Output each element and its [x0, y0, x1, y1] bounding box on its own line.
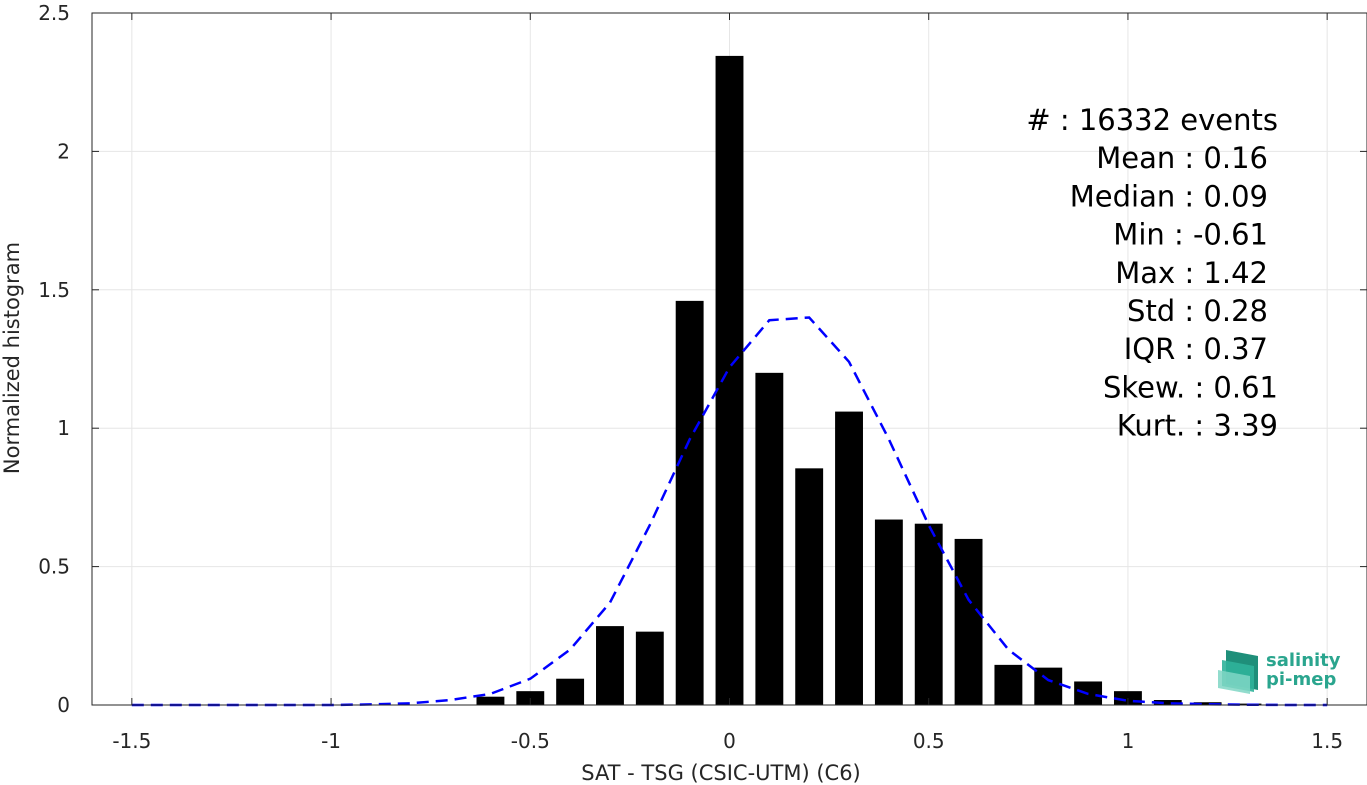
stat-line: Mean : 0.16 [1096, 141, 1268, 175]
y-axis-ticks: 0 0.5 1 1.5 2 2.5 [38, 1, 1367, 717]
y-axis-label: Normalized histogram [0, 242, 24, 474]
histogram-bar [954, 538, 983, 705]
x-tick-label: 1.5 [1311, 729, 1343, 753]
stat-line: Std : 0.28 [1127, 294, 1268, 328]
stat-line: Max : 1.42 [1115, 256, 1268, 290]
histogram-bar [1034, 667, 1063, 705]
histogram-bar [596, 626, 624, 705]
y-tick-label: 0.5 [38, 555, 70, 579]
histogram-bar [994, 664, 1023, 705]
stat-line: Median : 0.09 [1070, 179, 1268, 213]
y-tick-label: 2 [57, 139, 70, 163]
x-tick-label: -1 [321, 729, 341, 753]
histogram-bars [476, 55, 1262, 706]
histogram-bar [675, 300, 704, 705]
stat-line: Min : -0.61 [1113, 218, 1268, 252]
logo-text-line1: salinity [1266, 650, 1341, 671]
stat-line: Skew. : 0.61 [1103, 370, 1278, 404]
salinity-pimep-logo: salinity pi-mep [1218, 650, 1341, 694]
wave-logo-icon [1218, 650, 1258, 694]
y-tick-label: 1 [57, 416, 70, 440]
histogram-bar [715, 55, 744, 706]
x-tick-label: 0 [723, 729, 736, 753]
y-tick-label: 1.5 [38, 278, 70, 302]
histogram-bar [476, 696, 505, 705]
histogram-bar [1193, 702, 1222, 705]
histogram-bar [835, 411, 863, 705]
x-tick-label: 1 [1122, 729, 1135, 753]
y-tick-label: 2.5 [38, 1, 70, 25]
histogram-bar [635, 631, 664, 705]
x-tick-label: -0.5 [511, 729, 550, 753]
histogram-bar [795, 468, 824, 705]
statistics-box: # : 16332 events Mean : 0.16 Median : 0.09… [1026, 103, 1278, 443]
histogram-bar [914, 523, 943, 705]
stat-line: # : 16332 events [1026, 103, 1278, 137]
histogram-bar [556, 678, 585, 705]
stat-line: IQR : 0.37 [1124, 332, 1268, 366]
logo-text-line2: pi-mep [1266, 669, 1336, 690]
histogram-bar [1153, 700, 1182, 705]
histogram-bar [755, 372, 784, 705]
x-axis-label: SAT - TSG (CSIC-UTM) (C6) [581, 761, 861, 785]
histogram-bar [874, 519, 903, 705]
stat-line: Kurt. : 3.39 [1117, 409, 1278, 443]
x-axis-ticks: -1.5 -1 -0.5 0 0.5 1 1.5 [112, 13, 1343, 753]
x-tick-label: -1.5 [112, 729, 151, 753]
y-tick-label: 0 [57, 693, 70, 717]
x-tick-label: 0.5 [913, 729, 945, 753]
